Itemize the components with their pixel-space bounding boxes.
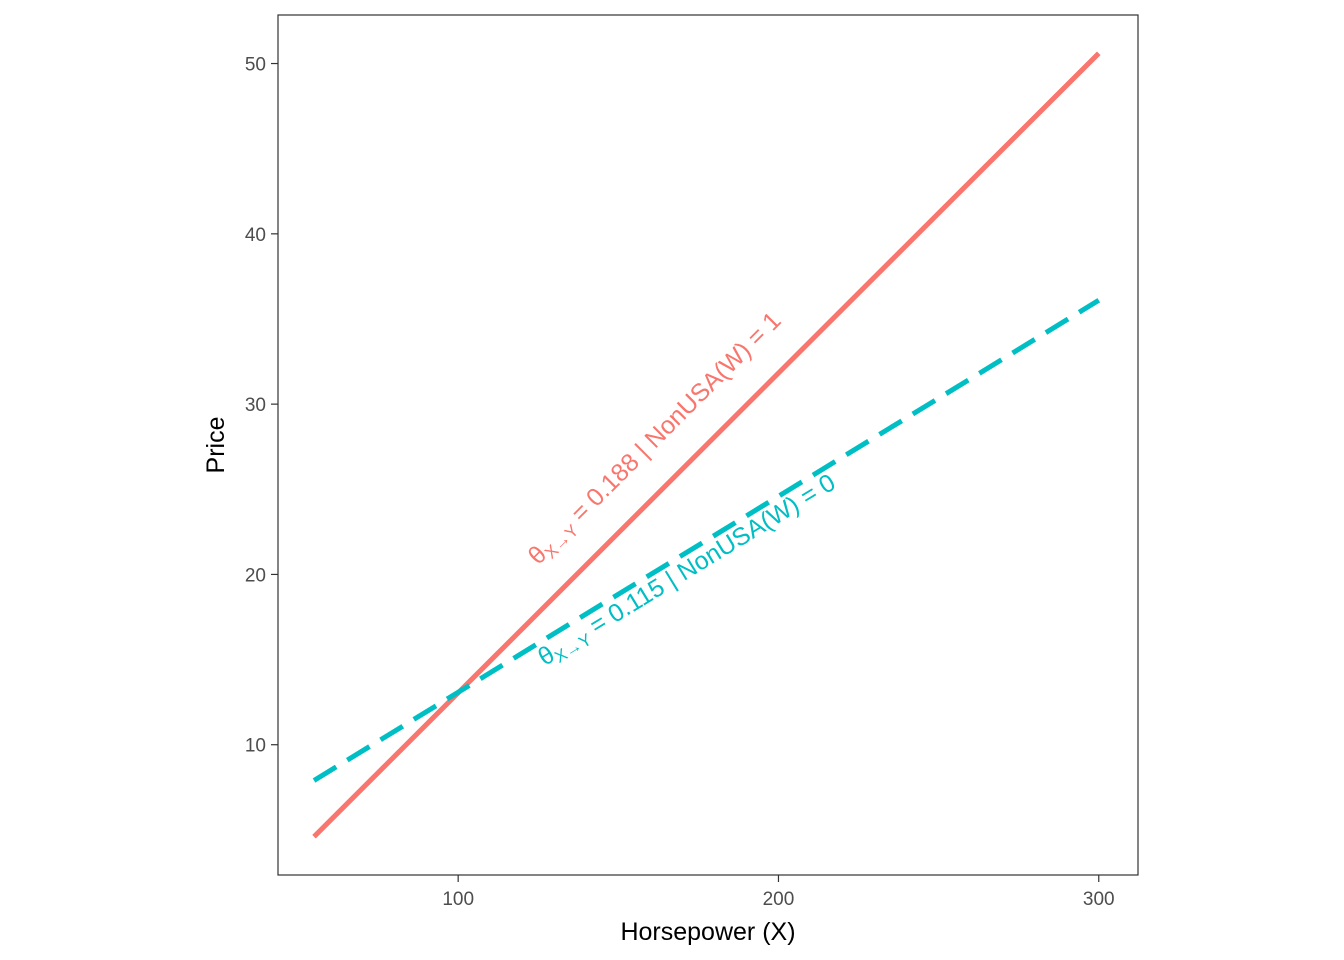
x-tick-label: 300 xyxy=(1083,889,1115,910)
y-tick-label: 40 xyxy=(245,225,266,246)
series-lines xyxy=(312,51,1101,839)
y-tick-label: 20 xyxy=(245,565,266,586)
x-tick-label: 200 xyxy=(763,889,795,910)
series-line-2 xyxy=(312,298,1101,783)
x-axis-title: Horsepower (X) xyxy=(620,918,795,946)
x-tick-label: 100 xyxy=(442,889,474,910)
axis-ticks: 100 200 300 10 20 30 40 50 xyxy=(245,55,1115,910)
y-tick-label: 50 xyxy=(245,55,266,76)
y-tick-label: 30 xyxy=(245,395,266,416)
series-line-1 xyxy=(312,51,1101,839)
y-axis-title: Price xyxy=(202,417,230,474)
y-tick-label: 10 xyxy=(245,736,266,757)
